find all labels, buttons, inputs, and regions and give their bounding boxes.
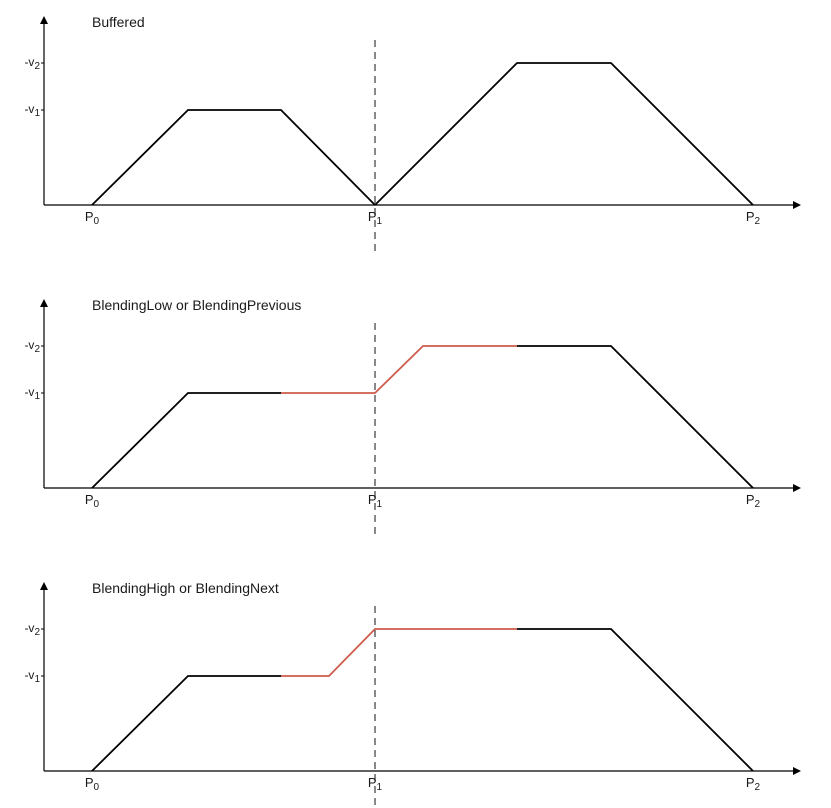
profile-segment-2 <box>374 62 754 206</box>
y-axis-arrow-icon <box>40 299 48 307</box>
x-label-p0: P0 <box>85 492 100 510</box>
x-label-p1: P1 <box>368 775 383 793</box>
panel-title: BlendingHigh or BlendingNext <box>92 580 279 596</box>
x-label-p1: P1 <box>368 492 383 510</box>
y-label-v2: -v2 <box>24 55 40 72</box>
x-label-p2: P2 <box>746 492 761 510</box>
x-label-p2: P2 <box>746 209 761 227</box>
y-label-v2: -v2 <box>24 621 40 638</box>
x-axis-arrow-icon <box>793 201 801 209</box>
x-label-p2: P2 <box>746 775 761 793</box>
x-label-p0: P0 <box>85 209 100 227</box>
y-label-v1: -v1 <box>24 385 40 402</box>
x-label-p0: P0 <box>85 775 100 793</box>
profile-segment-1 <box>91 109 376 206</box>
x-axis-arrow-icon <box>793 484 801 492</box>
panel-1: -v2 -v1 P0 P1 P2 Buffered <box>24 14 801 252</box>
y-label-v2: -v2 <box>24 338 40 355</box>
x-label-p1: P1 <box>368 209 383 227</box>
profile-segment-3 <box>517 345 754 489</box>
panel-2: -v2 -v1 P0 P1 P2 BlendingLow or BlendingPrevi… <box>24 297 801 535</box>
blend-segment-2 <box>281 345 517 394</box>
panel-title: Buffered <box>92 14 145 30</box>
blend-segment-2 <box>281 628 517 677</box>
panel-3: -v2 -v1 P0 P1 P2 BlendingHigh or BlendingNext <box>24 580 801 808</box>
profile-segment-1 <box>91 392 281 489</box>
y-label-v1: -v1 <box>24 668 40 685</box>
x-axis-arrow-icon <box>793 767 801 775</box>
panel-title: BlendingLow or BlendingPrevious <box>92 297 301 313</box>
y-label-v1: -v1 <box>24 102 40 119</box>
y-axis-arrow-icon <box>40 16 48 24</box>
y-axis-arrow-icon <box>40 582 48 590</box>
profile-segment-3 <box>517 628 754 772</box>
profile-segment-1 <box>91 675 281 772</box>
